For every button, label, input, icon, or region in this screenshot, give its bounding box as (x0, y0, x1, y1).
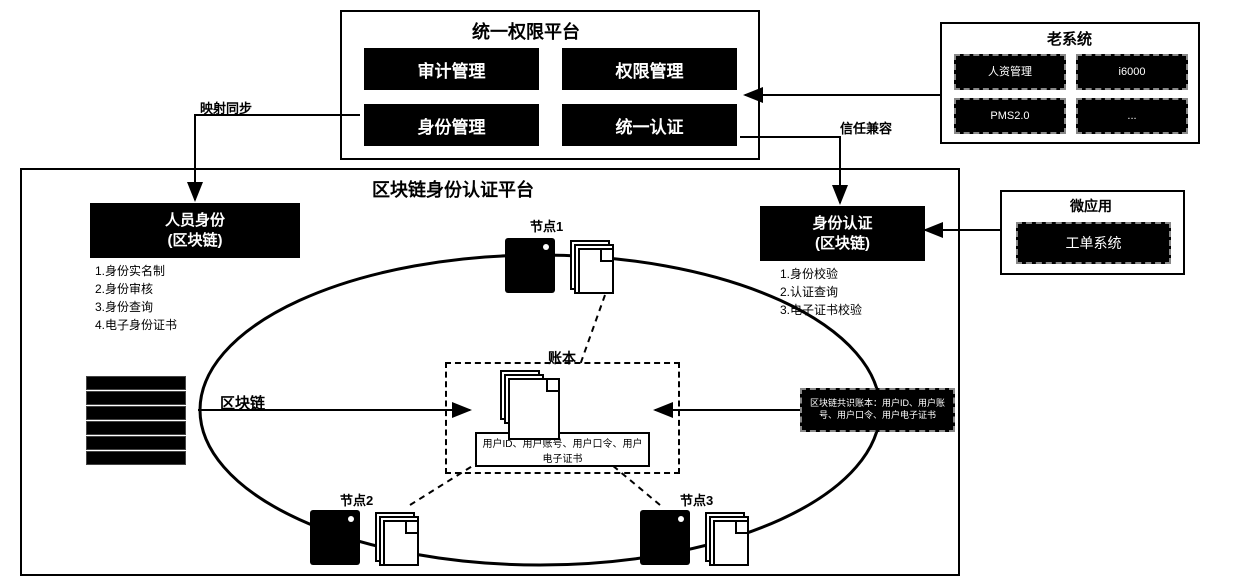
node1-server-icon (505, 238, 555, 293)
main-platform-title: 区块链身份认证平台 (372, 176, 534, 202)
top-platform-container: 统一权限平台 审计管理 权限管理 身份管理 统一认证 (340, 10, 760, 160)
node2-label: 节点2 (340, 490, 373, 509)
identity-mgmt-box: 身份管理 (364, 104, 539, 146)
old-sys-box-2: PMS2.0 (954, 98, 1066, 134)
personnel-title1: 人员身份 (165, 211, 225, 231)
personnel-items: 1.身份实名制 2.身份审核 3.身份查询 4.电子身份证书 (95, 262, 177, 334)
auth-title1: 身份认证 (812, 214, 872, 234)
ledger-title: 账本 (548, 348, 576, 368)
ledger-doc-icon (500, 370, 560, 440)
node1-doc-icon (570, 240, 610, 290)
mapping-sync-label: 映射同步 (200, 98, 252, 117)
node1-label: 节点1 (530, 216, 563, 235)
personnel-item-2: 3.身份查询 (95, 298, 177, 316)
perm-mgmt-box: 权限管理 (562, 48, 737, 90)
auth-item-1: 2.认证查询 (780, 283, 862, 301)
identity-auth-box: 身份认证 (区块链) (760, 206, 925, 261)
micro-app-container: 微应用 工单系统 (1000, 190, 1185, 275)
ledger-content-box: 用户ID、用户账号、用户口令、用户电子证书 (475, 432, 650, 467)
node2-doc-icon (375, 512, 415, 562)
trust-compat-label: 信任兼容 (840, 118, 892, 137)
micro-app-title: 微应用 (1070, 196, 1112, 216)
blockchain-stack-left (86, 376, 186, 466)
personnel-item-3: 4.电子身份证书 (95, 316, 177, 334)
auth-item-2: 3.电子证书校验 (780, 301, 862, 319)
old-sys-box-0: 人资管理 (954, 54, 1066, 90)
old-sys-box-3: ... (1076, 98, 1188, 134)
auth-items: 1.身份校验 2.认证查询 3.电子证书校验 (780, 265, 862, 319)
old-system-container: 老系统 人资管理 i6000 PMS2.0 ... (940, 22, 1200, 144)
personnel-identity-box: 人员身份 (区块链) (90, 203, 300, 258)
blockchain-label: 区块链 (220, 392, 265, 413)
auth-item-0: 1.身份校验 (780, 265, 862, 283)
auth-title2: (区块链) (815, 234, 870, 254)
old-system-title: 老系统 (1047, 28, 1092, 49)
audit-mgmt-box: 审计管理 (364, 48, 539, 90)
personnel-item-0: 1.身份实名制 (95, 262, 177, 280)
node3-server-icon (640, 510, 690, 565)
unified-auth-box: 统一认证 (562, 104, 737, 146)
ledger-content: 用户ID、用户账号、用户口令、用户电子证书 (480, 435, 645, 465)
old-sys-box-1: i6000 (1076, 54, 1188, 90)
micro-app-box: 工单系统 (1016, 222, 1171, 264)
node3-label: 节点3 (680, 490, 713, 509)
personnel-item-1: 2.身份审核 (95, 280, 177, 298)
personnel-title2: (区块链) (168, 231, 223, 251)
node3-doc-icon (705, 512, 745, 562)
node2-server-icon (310, 510, 360, 565)
top-platform-title: 统一权限平台 (472, 18, 580, 44)
right-consensus-bar: 区块链共识账本：用户ID、用户账号、用户口令、用户电子证书 (800, 388, 955, 432)
